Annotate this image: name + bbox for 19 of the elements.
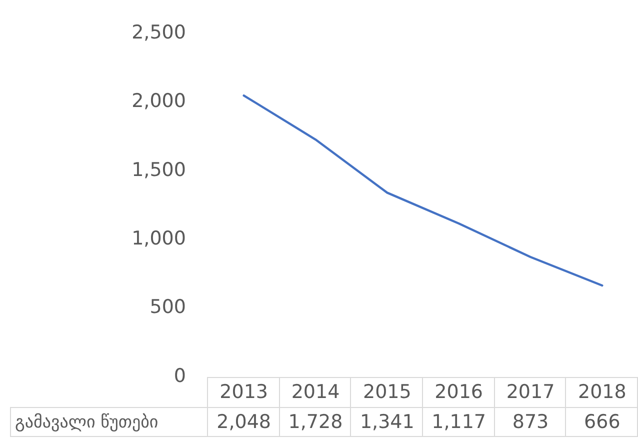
x-tick-label: 2013 [220,380,268,403]
data-label: 1,117 [432,410,486,433]
x-tick-label: 2017 [506,380,555,403]
x-tick-label: 2018 [578,380,626,403]
text: გამავალი წუთები [15,412,158,432]
y-tick-label: 1,000 [132,227,186,250]
data-label: 666 [584,410,620,433]
y-tick-label: 1,500 [132,158,186,181]
data-label: 1,728 [288,410,343,433]
x-tick-label: 2016 [434,380,484,403]
data-label: 2,048 [216,410,272,433]
data-label: 873 [512,410,549,433]
x-tick-label: 2015 [362,380,412,403]
y-tick-label: 500 [150,296,186,318]
y-tick-label: 2,500 [132,21,186,44]
y-tick-label: 2,000 [132,90,186,112]
x-tick-label: 2014 [291,380,340,403]
y-tick-label: 0 [174,364,186,387]
data-label: 1,341 [360,410,414,433]
